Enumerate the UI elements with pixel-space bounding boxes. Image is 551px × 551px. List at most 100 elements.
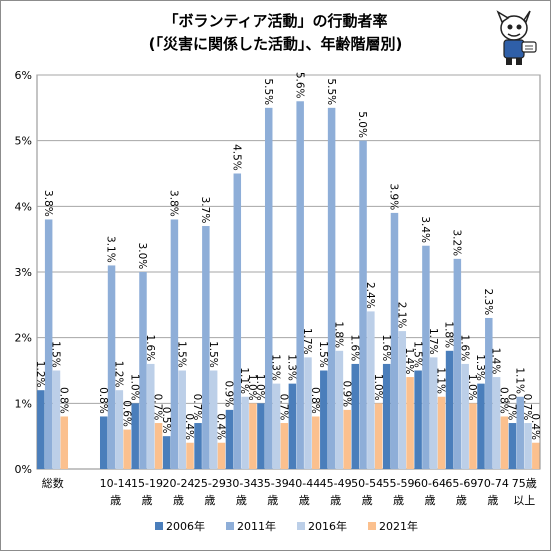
- bar: [288, 383, 297, 469]
- data-label: 1.0%: [372, 374, 384, 401]
- data-label: 1.5%: [317, 341, 329, 368]
- data-label: 2.4%: [364, 282, 376, 309]
- data-label: 1.5%: [411, 341, 423, 368]
- legend-swatch: [297, 522, 305, 530]
- data-label: 1.2%: [112, 361, 124, 388]
- bar: [422, 245, 430, 469]
- bar: [390, 212, 399, 469]
- data-label: 0.4%: [529, 413, 541, 440]
- bar: [469, 403, 477, 469]
- x-tick-label: 歳: [142, 494, 153, 507]
- bar: [500, 416, 509, 469]
- y-tick-label: 3%: [15, 266, 32, 279]
- data-label: 5.6%: [293, 72, 305, 99]
- bar: [477, 383, 485, 469]
- bar: [327, 107, 336, 469]
- data-label: 5.0%: [356, 111, 368, 138]
- x-tick-label: 15-19: [131, 477, 163, 490]
- bar: [60, 416, 69, 469]
- x-tick-label: 歳: [393, 494, 404, 507]
- bar: [304, 357, 312, 469]
- data-label: 1.7%: [301, 328, 313, 355]
- x-tick-label: 歳: [487, 494, 498, 507]
- bar: [437, 396, 446, 469]
- data-label: 3.7%: [199, 197, 211, 224]
- bar: [320, 370, 328, 469]
- bar: [99, 416, 108, 469]
- bar: [257, 403, 265, 469]
- bar: [139, 272, 147, 469]
- data-label: 4.5%: [230, 144, 242, 171]
- data-label: 1.1%: [513, 367, 525, 394]
- data-label: 0.6%: [120, 400, 132, 427]
- data-label: 0.7%: [277, 394, 289, 421]
- data-label: 1.1%: [435, 367, 447, 394]
- bar: [147, 363, 155, 469]
- bar: [374, 403, 383, 469]
- bar: [272, 383, 281, 469]
- bar: [406, 377, 414, 469]
- data-label: 1.0%: [128, 374, 140, 401]
- x-tick-label: 以上: [513, 494, 535, 507]
- bar: [461, 363, 469, 469]
- bar: [351, 363, 359, 469]
- data-label: 1.7%: [427, 328, 439, 355]
- legend-label: 2016年: [308, 519, 347, 533]
- data-label: 1.5%: [50, 341, 62, 368]
- data-label: 3.2%: [451, 229, 463, 256]
- data-label: 1.6%: [458, 335, 470, 362]
- data-label: 3.0%: [136, 243, 148, 270]
- data-label: 1.4%: [490, 348, 502, 375]
- bar: [398, 331, 407, 469]
- x-tick-label: 55-59: [383, 477, 415, 490]
- y-tick-label: 4%: [15, 200, 32, 213]
- bar: [264, 107, 273, 469]
- data-label: 1.6%: [144, 335, 156, 362]
- legend-label: 2021年: [379, 519, 418, 533]
- bar: [367, 311, 375, 469]
- data-label: 3.4%: [419, 216, 431, 243]
- legend-label: 2006年: [166, 519, 205, 533]
- x-tick-label: 総数: [42, 476, 64, 490]
- data-label: 1.1%: [238, 367, 250, 394]
- data-label: 3.9%: [388, 184, 400, 211]
- bar: [516, 396, 524, 469]
- bar: [178, 370, 186, 469]
- x-tick-label: 歳: [236, 494, 247, 507]
- data-label: 5.5%: [325, 78, 337, 105]
- bar: [429, 357, 438, 469]
- y-tick-label: 0%: [15, 463, 32, 476]
- x-tick-label: 40-44: [288, 477, 320, 490]
- x-tick-label: 25-29: [194, 477, 226, 490]
- x-tick-label: 20-24: [162, 477, 194, 490]
- data-label: 1.8%: [333, 321, 345, 348]
- x-tick-label: 歳: [456, 494, 467, 507]
- bar: [453, 258, 462, 469]
- bar: [249, 403, 257, 469]
- bar: [209, 370, 218, 469]
- x-tick-label: 10-14: [100, 477, 132, 490]
- bar: [131, 403, 139, 469]
- bar: [492, 377, 501, 469]
- legend-swatch: [368, 522, 376, 530]
- bar: [233, 173, 242, 469]
- bar: [241, 396, 249, 469]
- x-tick-label: 歳: [424, 494, 435, 507]
- data-label: 1.3%: [270, 354, 282, 381]
- data-label: 0.4%: [183, 413, 195, 440]
- data-label: 1.0%: [254, 374, 266, 401]
- x-tick-label: 歳: [204, 494, 215, 507]
- data-label: 3.1%: [105, 236, 117, 263]
- x-tick-label: 45-49: [320, 477, 352, 490]
- data-label: 3.8%: [168, 190, 180, 217]
- legend-swatch: [155, 522, 163, 530]
- bar: [115, 390, 124, 469]
- bar: [170, 219, 179, 469]
- bar: [508, 423, 517, 469]
- bar: [532, 442, 540, 469]
- data-label: 1.5%: [175, 341, 187, 368]
- x-tick-label: 75歳: [512, 477, 537, 490]
- chart-title: 「ボランティア活動」の行動者率: [163, 12, 388, 30]
- x-tick-label: 歳: [173, 494, 184, 507]
- cartoon-mascot-icon: [496, 10, 537, 65]
